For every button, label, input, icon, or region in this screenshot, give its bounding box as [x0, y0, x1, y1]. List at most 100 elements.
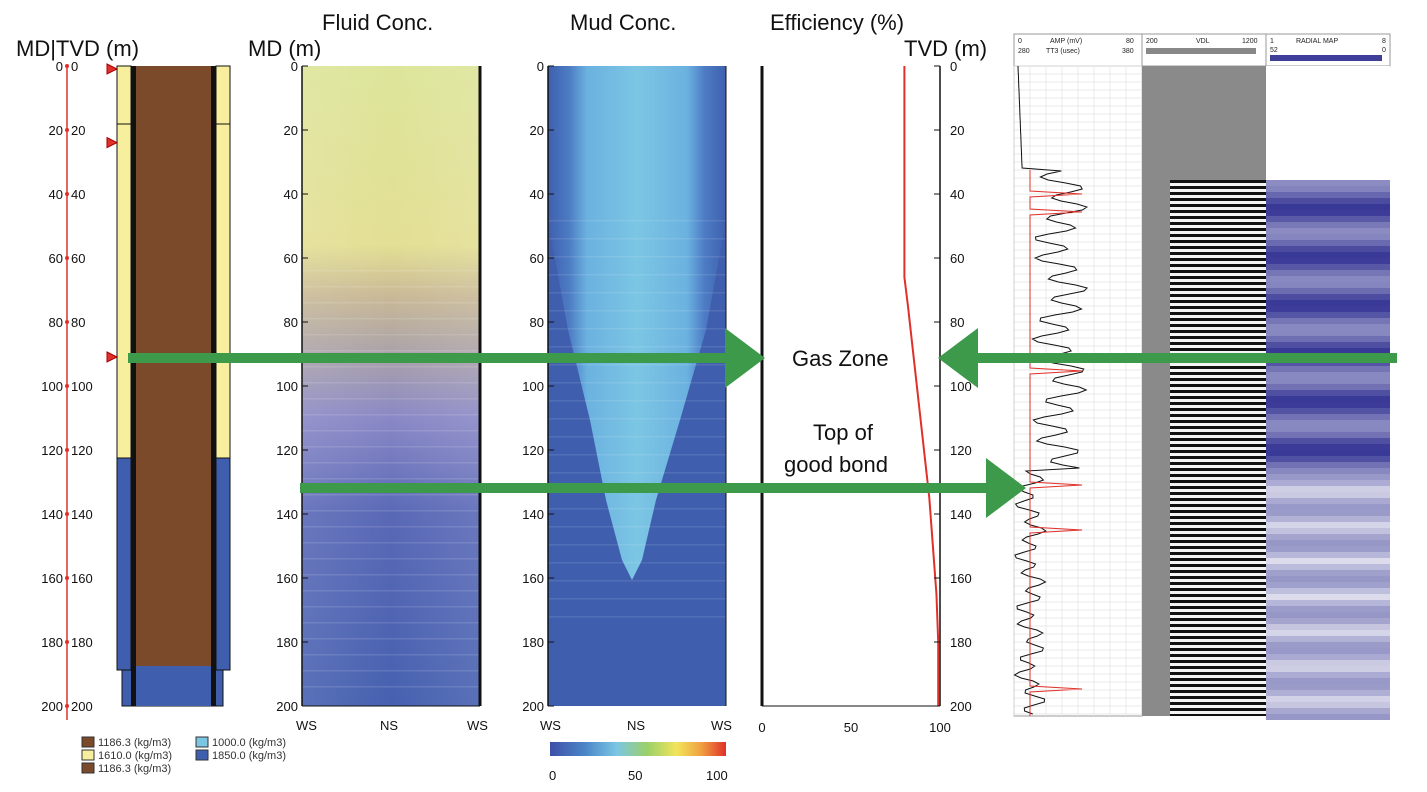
depth-dot-0 — [65, 64, 69, 68]
svg-text:0: 0 — [1382, 47, 1386, 54]
header-efficiency: Efficiency (%) — [770, 10, 904, 35]
mud-conc-track: 0 20 40 60 80 100 120 140 160 180 200 WS NS WS — [522, 59, 732, 733]
depth-track: 0 0 20 20 40 40 60 60 80 80 100 100 120 120 140 140 160 1… — [41, 59, 93, 720]
svg-text:VDL: VDL — [1196, 38, 1210, 45]
efficiency-x-tick-50: 50 — [844, 720, 858, 735]
fluid-conc-track: 0 20 40 60 80 100 120 140 160 180 200 WS NS WS — [276, 59, 488, 733]
svg-text:80: 80 — [1126, 38, 1134, 45]
efficiency-x-tick-0: 0 — [758, 720, 765, 735]
wellbore-schematic — [106, 63, 231, 707]
legend-swatch-1 — [81, 749, 95, 761]
tvd-right-tick-140: 140 — [950, 507, 972, 522]
mud-x-tick-ws-right: WS — [711, 718, 732, 733]
tvd-tick-200: 200 — [71, 699, 93, 714]
header-mud-conc: Mud Conc. — [570, 10, 676, 35]
annulus-left-lower — [116, 457, 132, 671]
tvd-tick-40: 40 — [71, 187, 85, 202]
svg-text:380: 380 — [1122, 48, 1134, 55]
tvd-tick-0: 0 — [71, 59, 78, 74]
md-tick-100: 100 — [41, 379, 63, 394]
mud-depth-tick-160: 160 — [522, 571, 544, 586]
tvd-tick-80: 80 — [71, 315, 85, 330]
depth-dot-180 — [65, 640, 69, 644]
svg-text:280: 280 — [1018, 48, 1030, 55]
tvd-tick-120: 120 — [71, 443, 93, 458]
mud-depth-ticks: 0 20 40 60 80 100 120 140 160 180 200 — [522, 59, 554, 714]
depth-marker-2 — [106, 351, 119, 363]
annulus-right-top — [215, 65, 231, 125]
tvd-tick-160: 160 — [71, 571, 93, 586]
md-tick-140: 140 — [41, 507, 63, 522]
md-tick-0: 0 — [56, 59, 63, 74]
legend-label-1: 1610.0 (kg/m3) — [98, 750, 172, 762]
vdl-wave-pattern — [1170, 180, 1266, 716]
mud-x-tick-ws-left: WS — [540, 718, 561, 733]
tvd-tick-60: 60 — [71, 251, 85, 266]
header-fluid-conc: Fluid Conc. — [322, 10, 433, 35]
tvd-tick-140: 140 — [71, 507, 93, 522]
mud-depth-tick-140: 140 — [522, 507, 544, 522]
tvd-right-tick-20: 20 — [950, 123, 964, 138]
legend-label-3: 1000.0 (kg/m3) — [212, 737, 286, 749]
md-tick-40: 40 — [49, 187, 63, 202]
fluid-depth-tick-40: 40 — [284, 187, 298, 202]
efficiency-track: 0 50 100 0 20 40 60 80 100 120 140 160 180 200 — [758, 59, 971, 735]
fluid-depth-tick-100: 100 — [276, 379, 298, 394]
legend-swatch-0 — [81, 736, 95, 748]
colorbar-gradient — [550, 742, 726, 756]
tvd-right-tick-60: 60 — [950, 251, 964, 266]
fluid-depth-tick-180: 180 — [276, 635, 298, 650]
amp-header-box — [1013, 33, 1143, 67]
depth-dot-140 — [65, 512, 69, 516]
colorbar-tick-100: 100 — [706, 768, 728, 783]
header-md: MD (m) — [248, 36, 321, 61]
depth-dot-60 — [65, 256, 69, 260]
tvd-right-tick-40: 40 — [950, 187, 964, 202]
mud-depth-tick-180: 180 — [522, 635, 544, 650]
colorbar-tick-0: 0 — [549, 768, 556, 783]
log-panel: 0 AMP (mV) 80 280 TT3 (usec) 380 200 VDL… — [1013, 33, 1391, 720]
gas-zone-label: Gas Zone — [792, 346, 889, 371]
colorbar-tick-50: 50 — [628, 768, 642, 783]
depth-markers — [106, 63, 119, 363]
annulus-left-top — [116, 65, 132, 125]
mud-depth-tick-120: 120 — [522, 443, 544, 458]
tvd-right-tick-0: 0 — [950, 59, 957, 74]
mud-depth-tick-200: 200 — [522, 699, 544, 714]
mud-conc-plume — [548, 66, 726, 580]
annulus-right-upper — [215, 123, 231, 459]
depth-marker-0 — [106, 63, 119, 75]
casing-bottom-fluid — [136, 666, 211, 706]
svg-text:AMP (mV): AMP (mV) — [1050, 38, 1082, 45]
fluid-x-tick-ws-right: WS — [467, 718, 488, 733]
tvd-right-tick-100: 100 — [950, 379, 972, 394]
tt-log-line — [1029, 170, 1083, 716]
legend-label-0: 1186.3 (kg/m3) — [98, 737, 171, 749]
legend-swatch-3 — [195, 736, 209, 748]
svg-text:1: 1 — [1270, 38, 1274, 45]
depth-dot-40 — [65, 192, 69, 196]
casing-inner-fluid — [136, 66, 211, 666]
mud-depth-tick-60: 60 — [530, 251, 544, 266]
efficiency-x-ticks: 0 50 100 — [758, 720, 950, 735]
svg-text:0: 0 — [1018, 38, 1022, 45]
md-tick-20: 20 — [49, 123, 63, 138]
depth-dot-20 — [65, 128, 69, 132]
md-tick-160: 160 — [41, 571, 63, 586]
annulus-left-upper — [116, 123, 132, 459]
mud-depth-tick-20: 20 — [530, 123, 544, 138]
md-tick-200: 200 — [41, 699, 63, 714]
fluid-depth-tick-140: 140 — [276, 507, 298, 522]
mud-depth-tick-0: 0 — [537, 59, 544, 74]
svg-text:200: 200 — [1146, 38, 1158, 45]
depth-dot-80 — [65, 320, 69, 324]
legend-swatch-4 — [195, 749, 209, 761]
svg-text:52: 52 — [1270, 47, 1278, 54]
md-tick-80: 80 — [49, 315, 63, 330]
tvd-tick-20: 20 — [71, 123, 85, 138]
fluid-depth-tick-0: 0 — [291, 59, 298, 74]
tvd-right-tick-120: 120 — [950, 443, 972, 458]
efficiency-series-line — [903, 66, 940, 706]
fluid-depth-tick-200: 200 — [276, 699, 298, 714]
